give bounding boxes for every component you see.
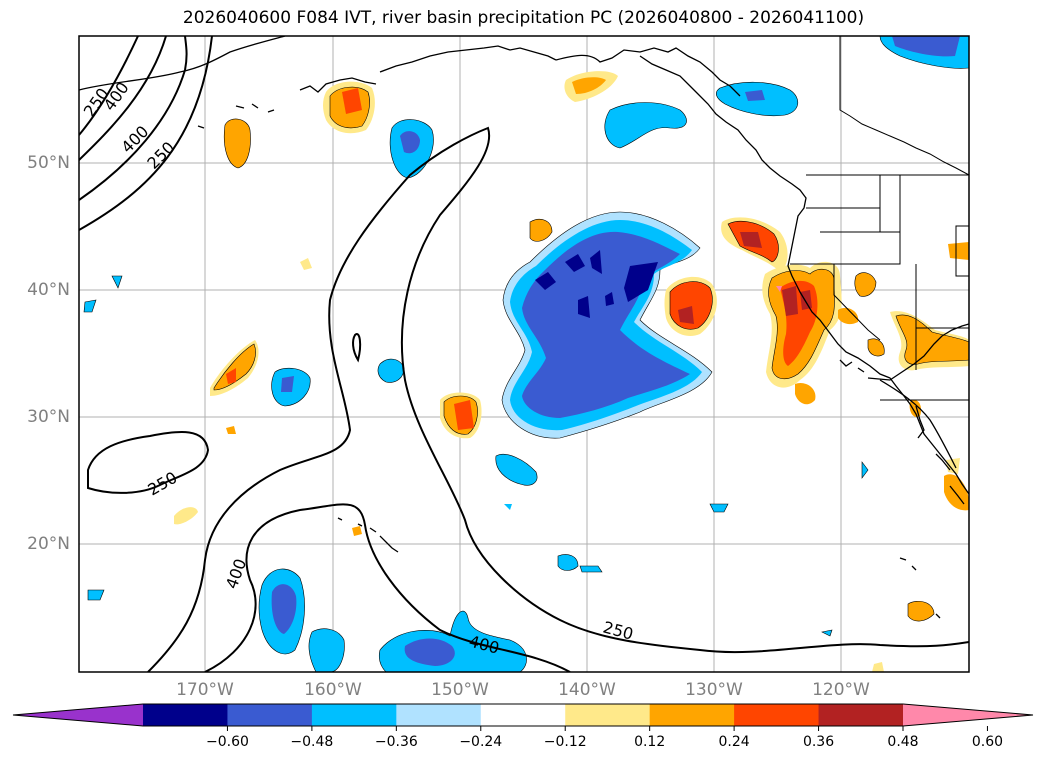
lat-label-50n: 50°N bbox=[27, 153, 70, 173]
contour-label: 250 bbox=[145, 468, 181, 500]
colorbar-segment bbox=[818, 704, 904, 726]
colorbar-tick-label: −0.24 bbox=[459, 734, 503, 750]
contour-label: 250 bbox=[143, 138, 178, 173]
lat-label-30n: 30°N bbox=[27, 407, 70, 427]
chart-title: 2026040600 F084 IVT, river basin precipi… bbox=[182, 8, 865, 28]
colorbar-tick-label: −0.60 bbox=[205, 734, 249, 750]
colorbar-tick-label: −0.48 bbox=[290, 734, 334, 750]
negative-anomaly-central bbox=[501, 211, 713, 439]
colorbar-extend-low bbox=[13, 704, 143, 726]
colorbar-segment bbox=[311, 704, 397, 726]
contour-label: 400 bbox=[117, 122, 152, 157]
colorbar-tick-label: 0.48 bbox=[887, 734, 919, 750]
lat-label-20n: 20°N bbox=[27, 534, 70, 554]
negative-anomaly-small bbox=[83, 36, 969, 672]
colorbar-extend-high bbox=[903, 704, 1033, 726]
colorbar-tick-label: 0.12 bbox=[634, 734, 666, 750]
colorbar-tick-label: −0.12 bbox=[543, 734, 587, 750]
map-frame bbox=[78, 35, 970, 673]
political-borders bbox=[790, 36, 969, 401]
lon-label-120w: 120°W bbox=[812, 680, 870, 700]
lon-label-160w: 160°W bbox=[304, 680, 362, 700]
lon-label-130w: 130°W bbox=[685, 680, 743, 700]
colorbar-outline bbox=[12, 703, 1034, 727]
colorbar bbox=[12, 703, 1034, 731]
ivt-contours bbox=[79, 36, 969, 672]
colorbar-segment bbox=[143, 704, 228, 726]
colorbar-tick-label: 0.36 bbox=[802, 734, 835, 750]
lon-label-140w: 140°W bbox=[558, 680, 616, 700]
colorbar-segment bbox=[734, 704, 820, 726]
colorbar-segment bbox=[565, 704, 651, 726]
colorbar-segment bbox=[227, 704, 313, 726]
positive-anomaly bbox=[174, 71, 969, 672]
contour-label: 400 bbox=[222, 556, 250, 591]
contour-label: 250 bbox=[601, 618, 635, 644]
colorbar-tick-label: 0.60 bbox=[971, 734, 1004, 750]
lat-label-40n: 40°N bbox=[27, 280, 70, 300]
colorbar-tick-label: 0.24 bbox=[718, 734, 750, 750]
coastlines bbox=[79, 36, 969, 619]
lon-label-170w: 170°W bbox=[176, 680, 234, 700]
colorbar-segment bbox=[649, 704, 735, 726]
colorbar-segment bbox=[396, 704, 482, 726]
colorbar-tick-label: −0.36 bbox=[374, 734, 418, 750]
lon-label-150w: 150°W bbox=[431, 680, 489, 700]
colorbar-segment bbox=[480, 704, 566, 726]
